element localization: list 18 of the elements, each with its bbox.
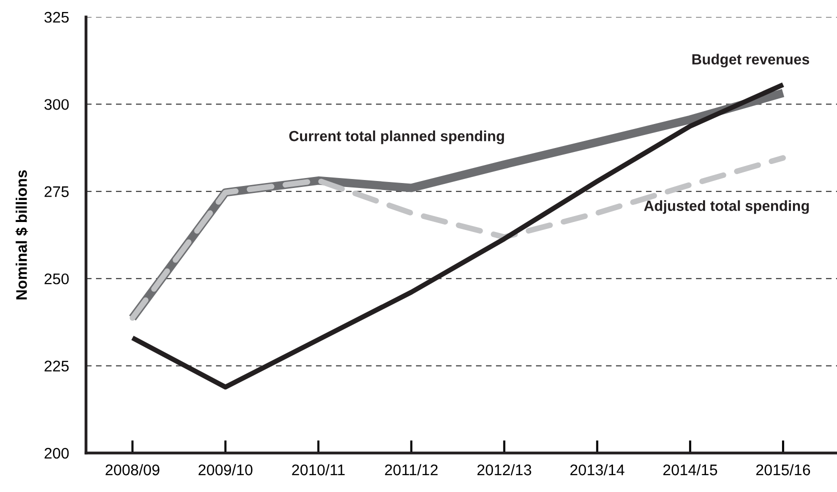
- series-label: Adjusted total spending: [644, 200, 809, 214]
- x-tick-label: 2011/12: [385, 464, 438, 476]
- text: Budget revenues: [692, 54, 810, 68]
- x-tick-label: 2010/11: [292, 464, 345, 476]
- x-tick-label: 2013/14: [570, 464, 624, 476]
- y-tick-label: 300: [44, 99, 69, 110]
- y-tick-label: 200: [44, 448, 69, 459]
- x-tick-label: 2015/16: [756, 464, 810, 476]
- y-tick-label: 275: [44, 186, 69, 198]
- y-axis-title: Nominal $ billions: [15, 170, 28, 300]
- y-tick-label: 325: [44, 12, 69, 23]
- series-label: Current total planned spending: [289, 130, 504, 144]
- x-tick-label: 2014/15: [663, 464, 718, 476]
- x-tick-label: 2008/09: [106, 464, 160, 476]
- y-tick-label: 250: [44, 273, 69, 284]
- x-tick-label: 2009/10: [198, 464, 252, 476]
- y-tick-label: 225: [44, 360, 69, 372]
- x-tick-label: 2012/13: [477, 464, 532, 476]
